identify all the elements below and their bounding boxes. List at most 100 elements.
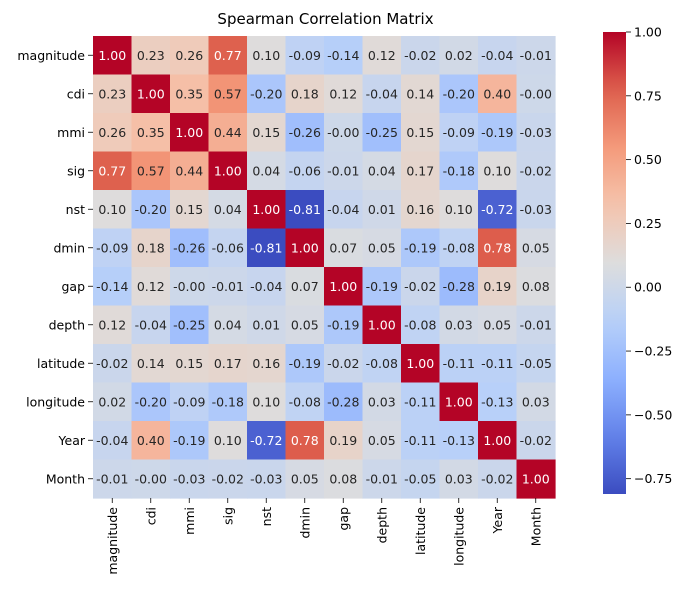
heatmap-cell-longitude-magnitude xyxy=(93,382,133,422)
cell-annotation: -0.28 xyxy=(443,279,475,294)
heatmap-cell-cdi-sig xyxy=(208,74,248,114)
cell-annotation: -0.02 xyxy=(520,163,552,178)
cell-annotation: 0.57 xyxy=(137,163,165,178)
heatmap-cell-sig-Month xyxy=(516,151,556,191)
y-tick-label: dmin xyxy=(53,240,85,255)
cell-annotation: -0.04 xyxy=(366,86,398,101)
heatmap-cell-depth-mmi xyxy=(170,305,210,345)
cell-annotation: -0.11 xyxy=(404,433,436,448)
cell-annotation: -0.02 xyxy=(520,433,552,448)
cell-annotation: -0.01 xyxy=(520,317,552,332)
heatmap-cell-mmi-nst xyxy=(247,113,287,153)
cell-annotation: 0.18 xyxy=(137,240,165,255)
heatmap-cell-gap-nst xyxy=(247,267,287,307)
heatmap-cell-Month-latitude xyxy=(401,459,441,499)
heatmap-cell-gap-cdi xyxy=(131,267,171,307)
cell-annotation: -0.01 xyxy=(366,471,398,486)
cell-annotation: -0.19 xyxy=(481,125,513,140)
heatmap-cell-nst-mmi xyxy=(170,190,210,230)
heatmap-cell-mmi-cdi xyxy=(131,113,171,153)
cell-annotation: 1.00 xyxy=(214,163,242,178)
cell-annotation: -0.00 xyxy=(173,279,205,294)
cell-annotation: -0.08 xyxy=(366,356,398,371)
heatmap-cell-longitude-mmi xyxy=(170,382,210,422)
cell-annotation: 0.44 xyxy=(214,125,242,140)
cell-annotation: -0.06 xyxy=(289,163,321,178)
cell-annotation: 0.14 xyxy=(137,356,165,371)
heatmap-cell-magnitude-longitude xyxy=(439,36,479,76)
cell-annotation: -0.20 xyxy=(443,86,475,101)
heatmap-cell-longitude-longitude xyxy=(439,382,479,422)
heatmap-cell-Year-longitude xyxy=(439,421,479,461)
heatmap-cell-Month-sig xyxy=(208,459,248,499)
cell-annotation: 0.44 xyxy=(175,163,203,178)
cell-annotation: -0.02 xyxy=(96,356,128,371)
cell-annotation: -0.00 xyxy=(520,86,552,101)
cell-annotation: 0.35 xyxy=(175,86,203,101)
heatmap-cell-nst-cdi xyxy=(131,190,171,230)
heatmap-cell-mmi-Month xyxy=(516,113,556,153)
heatmap-cell-sig-latitude xyxy=(401,151,441,191)
cell-annotation: -0.19 xyxy=(327,317,359,332)
cell-annotation: 0.08 xyxy=(329,471,357,486)
cell-annotation: -0.81 xyxy=(250,240,282,255)
heatmap-cell-longitude-sig xyxy=(208,382,248,422)
heatmap-annotations: 1.00 0.23 0.26 0.77 0.10 -0.09 -0.14 0.12 -0.02 0… xyxy=(96,48,552,487)
heatmap-cell-magnitude-Year xyxy=(478,36,518,76)
heatmap-cell-longitude-Month xyxy=(516,382,556,422)
heatmap-cell-nst-longitude xyxy=(439,190,479,230)
cell-annotation: -0.04 xyxy=(250,279,282,294)
cell-annotation: 0.15 xyxy=(175,202,203,217)
cell-annotation: 0.17 xyxy=(406,163,434,178)
heatmap-cell-Year-mmi xyxy=(170,421,210,461)
cell-annotation: -0.19 xyxy=(404,240,436,255)
y-tick-label: sig xyxy=(67,163,85,178)
colorbar-tick-label: 1.00 xyxy=(634,25,662,40)
cell-annotation: 0.05 xyxy=(483,317,511,332)
x-tick-label: Year xyxy=(490,506,505,534)
cell-annotation: -0.09 xyxy=(443,125,475,140)
heatmap-cell-cdi-Year xyxy=(478,74,518,114)
heatmap-cell-depth-cdi xyxy=(131,305,171,345)
heatmap-cell-longitude-gap xyxy=(324,382,364,422)
cell-annotation: 0.03 xyxy=(522,394,550,409)
cell-annotation: 0.19 xyxy=(483,279,511,294)
cell-annotation: 0.17 xyxy=(214,356,242,371)
heatmap-cell-latitude-longitude xyxy=(439,344,479,384)
cell-annotation: 0.26 xyxy=(175,48,203,63)
cell-annotation: -0.11 xyxy=(443,356,475,371)
heatmap-cell-gap-depth xyxy=(362,267,402,307)
heatmap-cell-latitude-gap xyxy=(324,344,364,384)
y-tick-label: cdi xyxy=(67,86,85,101)
cell-annotation: 0.05 xyxy=(368,433,396,448)
heatmap-cell-nst-magnitude xyxy=(93,190,133,230)
cell-annotation: 0.16 xyxy=(252,356,280,371)
cell-annotation: -0.01 xyxy=(96,471,128,486)
heatmap-cell-dmin-Month xyxy=(516,228,556,268)
heatmap-cells xyxy=(93,36,556,499)
colorbar-tick-label: 0.50 xyxy=(634,152,662,167)
y-tick-label: latitude xyxy=(37,356,85,371)
heatmap-cell-cdi-depth xyxy=(362,74,402,114)
cell-annotation: -0.20 xyxy=(135,394,167,409)
heatmap-cell-nst-Month xyxy=(516,190,556,230)
heatmap-cell-Year-Month xyxy=(516,421,556,461)
heatmap-cell-cdi-cdi xyxy=(131,74,171,114)
heatmap-cell-Month-Month xyxy=(516,459,556,499)
heatmap-cell-cdi-mmi xyxy=(170,74,210,114)
cell-annotation: 0.12 xyxy=(137,279,165,294)
cell-annotation: 0.12 xyxy=(98,317,126,332)
colorbar-tick-label: −0.25 xyxy=(634,344,672,359)
cell-annotation: -0.13 xyxy=(443,433,475,448)
cell-annotation: -0.08 xyxy=(404,317,436,332)
heatmap-cell-depth-gap xyxy=(324,305,364,345)
heatmap-cell-Month-depth xyxy=(362,459,402,499)
heatmap-cell-magnitude-depth xyxy=(362,36,402,76)
cell-annotation: 1.00 xyxy=(252,202,280,217)
heatmap-cell-nst-gap xyxy=(324,190,364,230)
heatmap-cell-cdi-Month xyxy=(516,74,556,114)
cell-annotation: 0.07 xyxy=(291,279,319,294)
heatmap-cell-depth-nst xyxy=(247,305,287,345)
heatmap-cell-cdi-dmin xyxy=(285,74,325,114)
heatmap-cell-mmi-sig xyxy=(208,113,248,153)
